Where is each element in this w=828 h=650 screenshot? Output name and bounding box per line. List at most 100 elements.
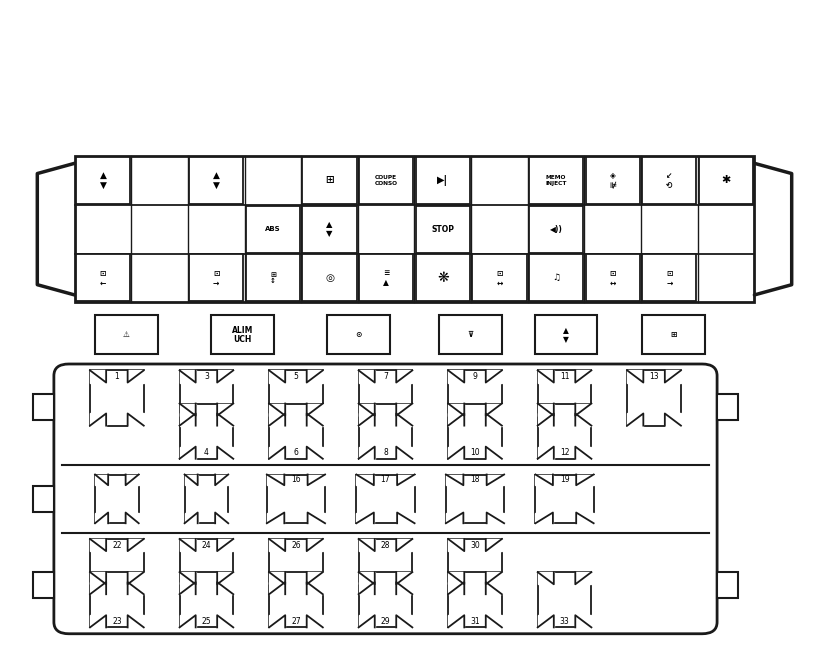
Polygon shape [485,539,501,551]
Text: 1: 1 [114,372,119,381]
Polygon shape [180,582,195,594]
Bar [359,370,412,426]
Bar [448,539,501,594]
Bar [245,206,300,253]
Text: ⊡
→: ⊡ → [666,268,672,287]
Bar [189,255,243,302]
Polygon shape [269,370,285,383]
Bar [327,315,389,354]
Text: ◀)): ◀)) [549,225,562,233]
Bar [448,572,501,627]
Text: ⊞: ⊞ [325,176,334,185]
Text: 28: 28 [380,541,390,549]
Polygon shape [95,513,108,523]
Bar [415,206,469,253]
Bar [445,474,503,523]
Polygon shape [448,370,464,383]
Text: COUPE
CONSO: COUPE CONSO [374,176,397,186]
Bar [359,404,412,459]
Bar [180,404,233,459]
Polygon shape [448,404,464,416]
Polygon shape [128,370,143,383]
Polygon shape [306,539,322,551]
Polygon shape [537,615,553,627]
Bar [642,157,696,204]
Bar [75,156,753,302]
Text: 5: 5 [293,372,298,381]
Polygon shape [359,572,374,584]
Polygon shape [307,474,325,485]
Polygon shape [356,474,373,485]
Polygon shape [535,474,552,485]
Polygon shape [485,582,501,594]
Bar [537,370,590,426]
Polygon shape [126,513,138,523]
Polygon shape [217,582,233,594]
Bar [90,572,143,627]
Text: 16: 16 [291,475,301,484]
Text: 31: 31 [469,617,479,626]
Text: 11: 11 [559,372,569,381]
Polygon shape [537,370,553,383]
Text: ▲
▼: ▲ ▼ [213,171,219,190]
Bar [302,255,356,302]
Polygon shape [575,447,590,459]
Text: ⊞
↕: ⊞ ↕ [270,272,276,284]
Polygon shape [396,615,412,627]
Polygon shape [359,370,374,383]
Bar [585,255,639,302]
Polygon shape [575,404,590,416]
Polygon shape [448,615,464,627]
Polygon shape [90,615,106,627]
Polygon shape [575,474,593,485]
Bar [269,370,322,426]
Text: 26: 26 [291,541,301,549]
Bar [90,370,143,426]
Bar [359,157,412,204]
Polygon shape [128,582,143,594]
Text: 6: 6 [293,448,298,457]
Bar [472,255,526,302]
Bar [90,539,143,594]
Text: ❋: ❋ [436,271,448,285]
Bar [269,572,322,627]
Polygon shape [269,582,285,594]
Bar [95,474,138,523]
Polygon shape [180,404,195,416]
Polygon shape [217,539,233,551]
Polygon shape [359,447,374,459]
Bar [180,539,233,594]
Text: 29: 29 [380,617,390,626]
Polygon shape [664,370,680,383]
Polygon shape [180,539,195,551]
Polygon shape [396,572,412,584]
Polygon shape [445,474,463,485]
Bar [448,370,501,426]
Bar [528,157,582,204]
Polygon shape [185,513,197,523]
Text: 25: 25 [201,617,211,626]
Text: ◈
⊯: ◈ ⊯ [609,171,615,190]
Text: ▶|: ▶| [436,175,448,186]
Polygon shape [90,539,106,551]
Text: 24: 24 [201,541,211,549]
Text: 13: 13 [648,372,658,381]
Text: 19: 19 [559,475,569,484]
Polygon shape [359,404,374,416]
Polygon shape [269,447,285,459]
Text: ⊡
←: ⊡ ← [99,268,106,287]
Bar [356,474,414,523]
Polygon shape [396,413,412,426]
Polygon shape [126,474,138,485]
Text: ALIM
UCH: ALIM UCH [232,326,253,344]
Polygon shape [185,474,197,485]
Polygon shape [485,615,501,627]
Text: MEMO
INJECT: MEMO INJECT [545,176,566,186]
Text: 18: 18 [469,475,479,484]
Polygon shape [180,413,195,426]
Bar [439,315,501,354]
Bar [537,572,590,627]
Text: 8: 8 [383,448,388,457]
Text: ◎: ◎ [325,273,334,283]
Bar [33,486,54,512]
